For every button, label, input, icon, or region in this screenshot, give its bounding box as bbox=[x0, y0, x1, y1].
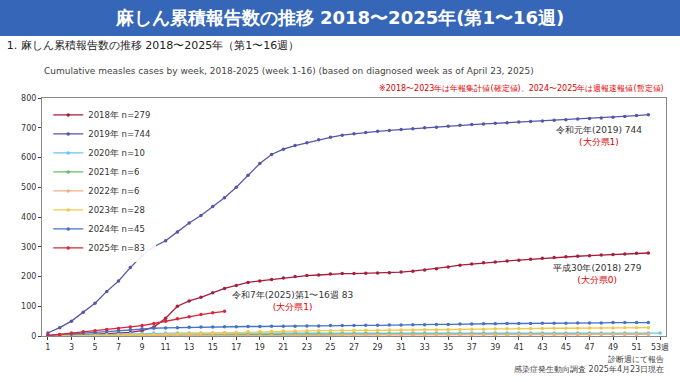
svg-text:800: 800 bbox=[21, 94, 36, 103]
svg-text:39: 39 bbox=[490, 343, 500, 352]
svg-text:2022年 n=6: 2022年 n=6 bbox=[88, 186, 139, 196]
svg-text:令和元年(2019) 744(大分県1): 令和元年(2019) 744(大分県1) bbox=[556, 125, 642, 147]
svg-text:29: 29 bbox=[372, 343, 382, 352]
svg-text:3: 3 bbox=[69, 343, 74, 352]
svg-text:300: 300 bbox=[21, 243, 36, 252]
svg-text:53週: 53週 bbox=[651, 343, 669, 352]
svg-text:47: 47 bbox=[584, 343, 594, 352]
svg-text:19: 19 bbox=[255, 343, 265, 352]
svg-text:100: 100 bbox=[21, 302, 36, 311]
svg-text:17: 17 bbox=[231, 343, 241, 352]
svg-text:23: 23 bbox=[302, 343, 312, 352]
svg-text:200: 200 bbox=[21, 272, 36, 281]
svg-text:33: 33 bbox=[420, 343, 430, 352]
svg-text:43: 43 bbox=[537, 343, 547, 352]
svg-text:2020年 n=10: 2020年 n=10 bbox=[88, 148, 145, 158]
svg-text:31: 31 bbox=[396, 343, 406, 352]
svg-text:21: 21 bbox=[278, 343, 288, 352]
svg-text:2023年 n=28: 2023年 n=28 bbox=[88, 205, 145, 215]
svg-text:25: 25 bbox=[325, 343, 335, 352]
svg-text:5: 5 bbox=[92, 343, 97, 352]
svg-text:※2018〜2023年は年報集計値(確定値)、2024〜20: ※2018〜2023年は年報集計値(確定値)、2024〜2025年は週報速報値(… bbox=[379, 84, 664, 93]
svg-text:2024年 n=45: 2024年 n=45 bbox=[88, 224, 145, 234]
svg-text:2025年 n=83: 2025年 n=83 bbox=[88, 243, 145, 253]
svg-text:9: 9 bbox=[140, 343, 145, 352]
svg-text:45: 45 bbox=[561, 343, 571, 352]
svg-text:13: 13 bbox=[184, 343, 194, 352]
svg-text:37: 37 bbox=[467, 343, 477, 352]
svg-text:2018年 n=279: 2018年 n=279 bbox=[88, 110, 150, 120]
svg-text:診断週にて報告感染症発生動向調査 2025年4月23日現在: 診断週にて報告感染症発生動向調査 2025年4月23日現在 bbox=[514, 355, 664, 374]
svg-text:Cumulative measles cases by we: Cumulative measles cases by week, 2018-2… bbox=[44, 66, 534, 76]
svg-text:600: 600 bbox=[21, 153, 36, 162]
svg-text:700: 700 bbox=[21, 124, 36, 133]
svg-text:令和7年(2025)第1〜16週 83(大分県1): 令和7年(2025)第1〜16週 83(大分県1) bbox=[232, 290, 353, 312]
svg-text:2021年 n=6: 2021年 n=6 bbox=[88, 167, 139, 177]
svg-text:400: 400 bbox=[21, 213, 36, 222]
svg-text:平成30年(2018) 279(大分県0): 平成30年(2018) 279(大分県0) bbox=[553, 263, 642, 285]
svg-text:41: 41 bbox=[514, 343, 524, 352]
svg-text:15: 15 bbox=[208, 343, 218, 352]
svg-text:51: 51 bbox=[631, 343, 641, 352]
svg-text:27: 27 bbox=[349, 343, 359, 352]
svg-text:49: 49 bbox=[608, 343, 618, 352]
html-text:麻しん累積報告数の推移 2018〜2025年(第1〜16週): 麻しん累積報告数の推移 2018〜2025年(第1〜16週) bbox=[115, 7, 565, 28]
svg-text:1: 1 bbox=[45, 343, 50, 352]
svg-text:1. 麻しん累積報告数の推移 2018〜2025年（第1〜1: 1. 麻しん累積報告数の推移 2018〜2025年（第1〜16週） bbox=[7, 39, 299, 52]
svg-text:0: 0 bbox=[31, 332, 36, 341]
svg-text:35: 35 bbox=[443, 343, 453, 352]
svg-text:7: 7 bbox=[116, 343, 121, 352]
svg-text:11: 11 bbox=[161, 343, 171, 352]
svg-text:500: 500 bbox=[21, 183, 36, 192]
svg-text:2019年 n=744: 2019年 n=744 bbox=[88, 129, 150, 139]
